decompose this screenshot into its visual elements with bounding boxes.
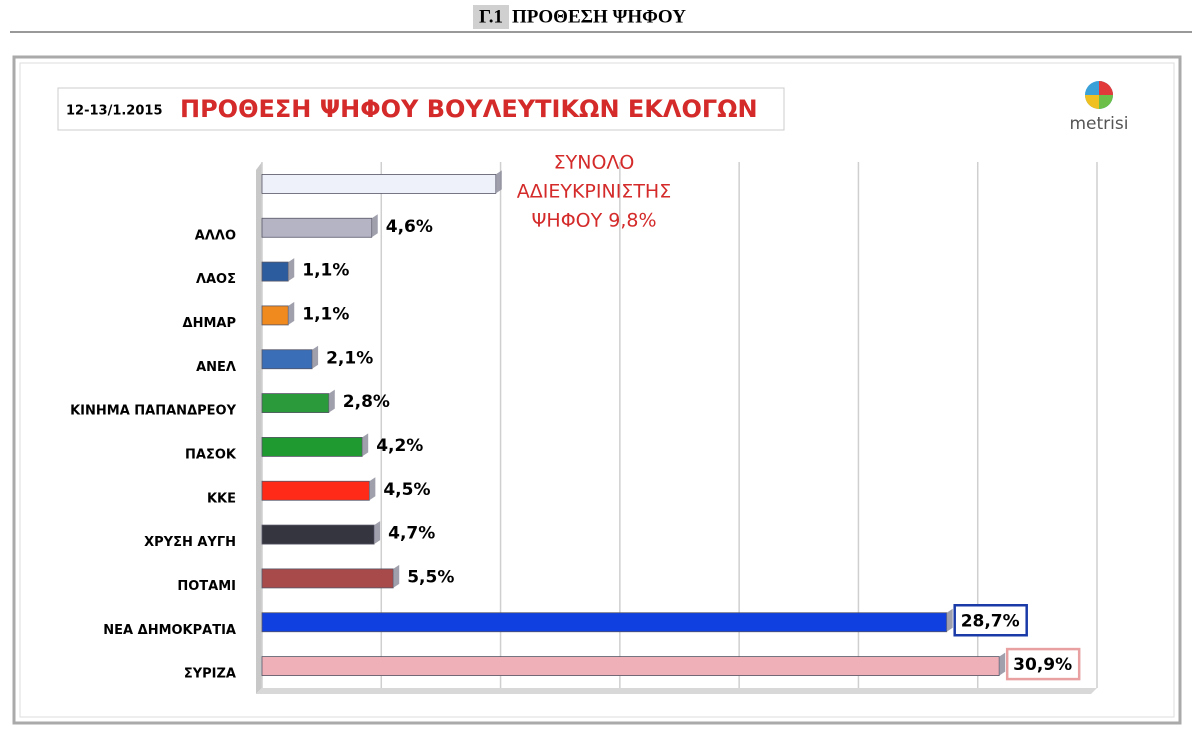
header-number: Γ.1 — [479, 6, 503, 27]
value-label: 30,9% — [1013, 655, 1072, 675]
title-box — [57, 87, 785, 131]
category-label: ΠΑΣΟΚ — [185, 447, 237, 462]
bar — [261, 437, 363, 457]
value-label: 2,1% — [326, 348, 373, 368]
bar — [261, 349, 313, 370]
bar — [261, 568, 394, 589]
value-label: 28,7% — [961, 611, 1020, 631]
bar-end — [946, 608, 953, 632]
bar-end — [393, 564, 400, 588]
value-label-box — [953, 604, 1028, 637]
header-title: ΠΡΟΘΕΣΗ ΨΗΦΟΥ — [512, 6, 686, 27]
bar — [261, 656, 1000, 676]
bar-end — [362, 433, 369, 457]
category-label: ΠΟΤΑΜΙ — [177, 579, 236, 594]
logo-mark — [1099, 81, 1113, 95]
bar — [261, 612, 948, 633]
value-label: 4,2% — [376, 436, 423, 456]
category-label: ΣΥΡΙΖΑ — [184, 667, 236, 682]
category-label: ΧΡΥΣΗ ΑΥΓΗ — [144, 535, 236, 550]
bar-end — [495, 170, 502, 194]
category-label: ΑΛΛΟ — [195, 228, 236, 243]
bar-end — [312, 345, 319, 369]
bar-end — [328, 389, 335, 413]
bar-end — [999, 652, 1006, 676]
value-label: 1,1% — [302, 304, 349, 324]
category-label: ΝΕΑ ΔΗΜΟΚΡΑΤΙΑ — [103, 623, 236, 638]
value-label: 4,7% — [388, 524, 435, 544]
plot-wall — [256, 162, 262, 694]
logo-mark — [1099, 95, 1113, 109]
bar — [261, 393, 330, 413]
category-label: ΚΚΕ — [207, 491, 236, 506]
bar — [261, 174, 497, 194]
annotation: ΑΔΙΕΥΚΡΙΝΙΣΤΗΣ — [517, 181, 671, 203]
bar-end — [288, 258, 295, 282]
bar — [261, 261, 289, 282]
bar-end — [288, 301, 295, 325]
logo-text: metrisi — [1070, 114, 1129, 134]
value-label: 4,6% — [386, 217, 433, 237]
value-label-box — [1005, 647, 1081, 681]
bar-end — [369, 477, 376, 501]
category-label: ΛΑΟΣ — [196, 272, 236, 287]
category-label: ΚΙΝΗΜΑ ΠΑΠΑΝΔΡΕΟΥ — [70, 404, 236, 419]
plot-floor — [256, 688, 1097, 694]
chart-title: ΠΡΟΘΕΣΗ ΨΗΦΟΥ ΒΟΥΛΕΥΤΙΚΩΝ ΕΚΛΟΓΩΝ — [180, 95, 758, 123]
bar — [261, 217, 373, 238]
value-label: 1,1% — [302, 261, 349, 281]
chart-date: 12-13/1.2015 — [66, 104, 163, 119]
logo-mark — [1085, 95, 1099, 109]
category-label: ΔΗΜΑΡ — [183, 316, 236, 331]
value-label: 2,8% — [343, 392, 390, 412]
bar — [261, 524, 375, 545]
bar — [261, 305, 289, 326]
header-highlight — [473, 5, 509, 29]
value-label: 5,5% — [407, 567, 454, 587]
bar-end — [374, 521, 381, 545]
annotation: ΨΗΦΟΥ 9,8% — [531, 210, 656, 232]
bar — [261, 480, 370, 501]
bar-end — [371, 214, 378, 238]
annotation: ΣΥΝΟΛΟ — [554, 152, 635, 174]
value-label: 4,5% — [383, 480, 430, 500]
category-label: ΑΝΕΛ — [196, 360, 236, 375]
